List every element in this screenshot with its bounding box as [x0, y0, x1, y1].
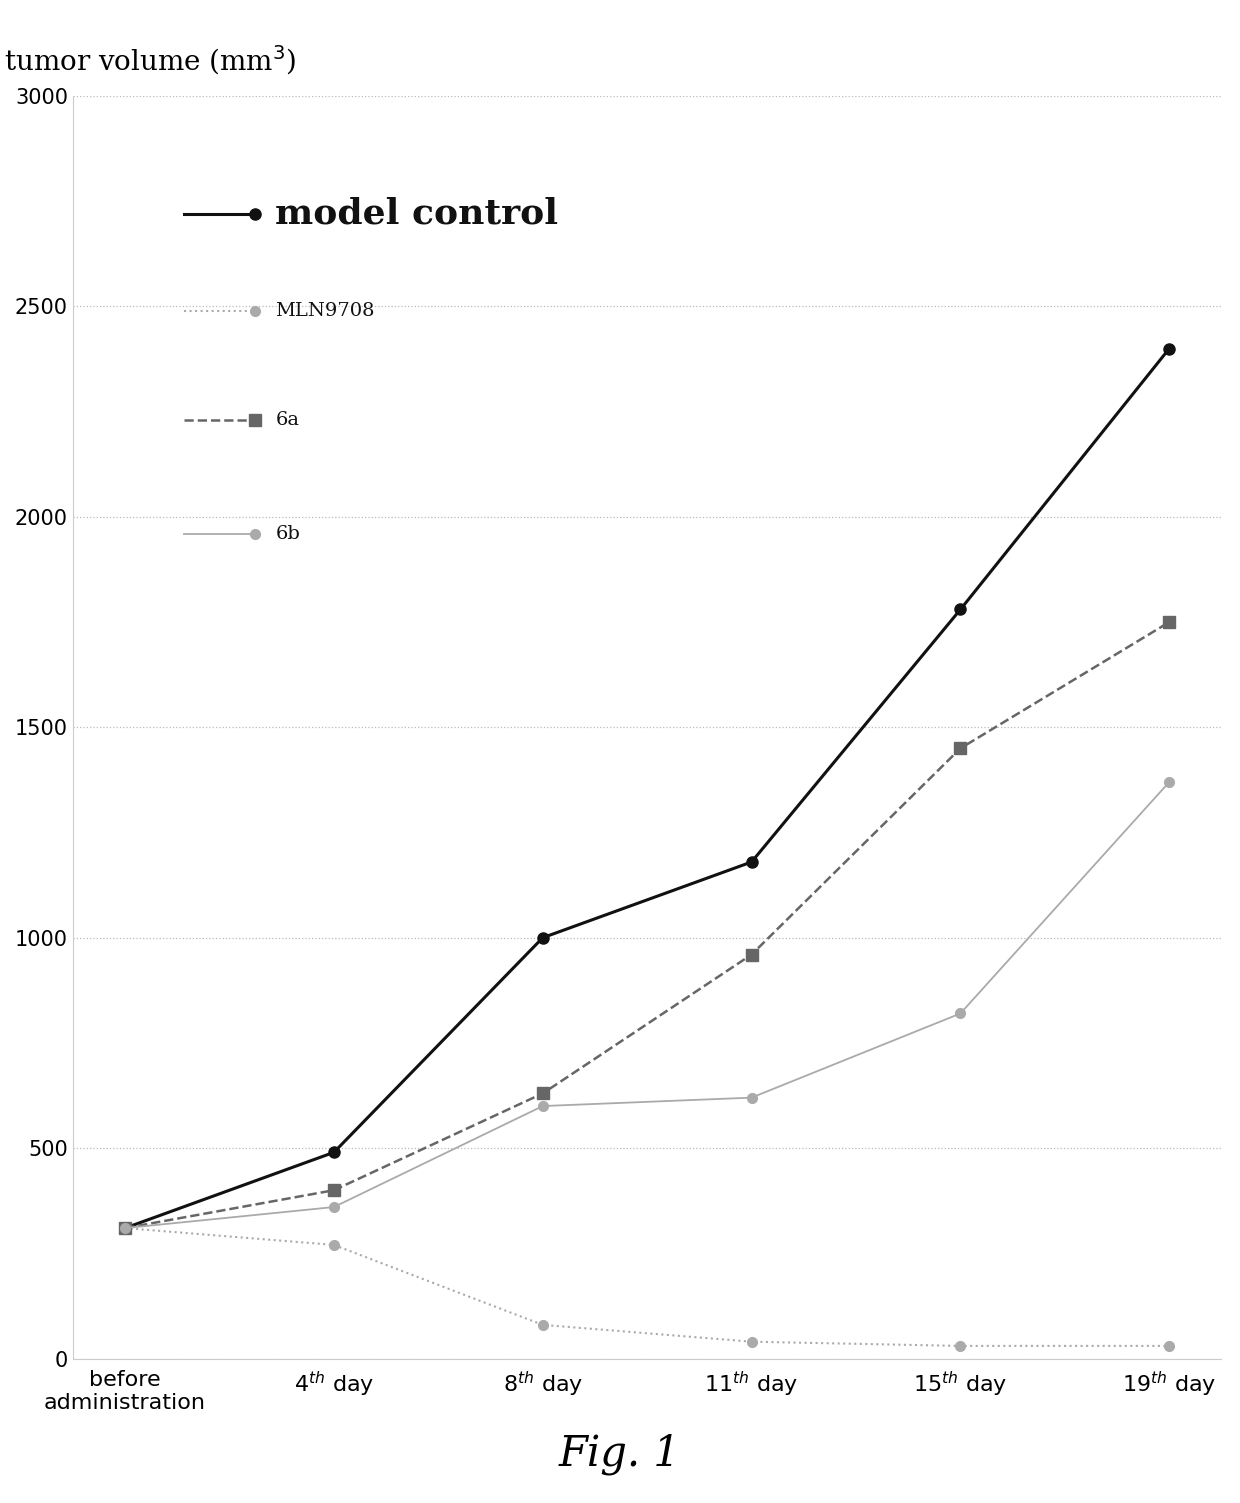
Text: MLN9708: MLN9708 [275, 302, 374, 320]
Text: model control: model control [275, 197, 558, 231]
Text: tumor volume (mm$^3$): tumor volume (mm$^3$) [4, 44, 296, 77]
Text: 6a: 6a [275, 412, 299, 428]
Text: 6b: 6b [275, 525, 300, 543]
Text: Fig. 1: Fig. 1 [559, 1432, 681, 1474]
